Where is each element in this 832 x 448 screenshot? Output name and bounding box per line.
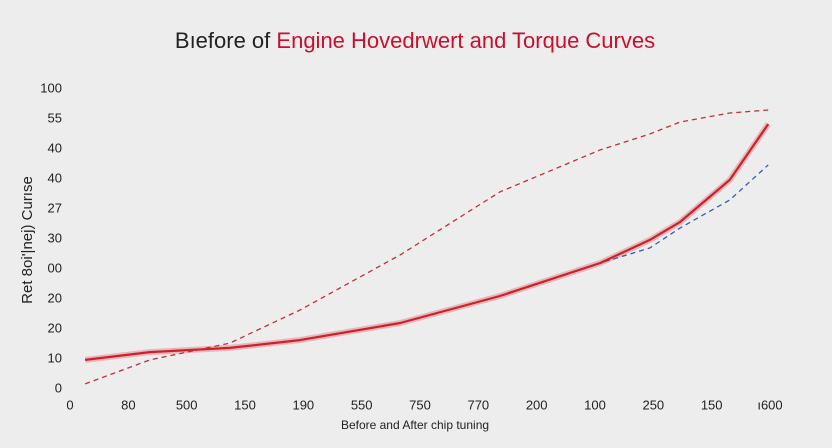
x-tick-label: 750 <box>409 397 431 412</box>
x-tick-label: 150 <box>234 397 256 412</box>
x-tick-label: 0 <box>66 397 73 412</box>
y-tick-label: 100 <box>40 80 62 95</box>
x-tick-label: 80 <box>121 397 135 412</box>
x-tick-label: 200 <box>526 397 548 412</box>
y-tick-label: 20 <box>48 320 62 335</box>
x-tick-label: ı600 <box>757 397 782 412</box>
y-tick-label: 40 <box>48 140 62 155</box>
x-tick-label: 500 <box>176 397 198 412</box>
x-axis-label: Before and After chip tuning <box>341 418 489 432</box>
y-axis-label: Ret 8oi'|nej) Curıse <box>19 176 36 304</box>
y-tick-label: 10 <box>48 350 62 365</box>
x-tick-label: 150 <box>701 397 723 412</box>
chart-title: Bıefore of Engine Hovedrwert and Torque … <box>175 28 655 53</box>
x-tick-label: 100 <box>584 397 606 412</box>
title-part: Bıefore of <box>175 28 271 53</box>
y-tick-label: 27 <box>48 200 62 215</box>
y-tick-label: 0 <box>55 380 62 395</box>
y-tick-label: 40 <box>48 170 62 185</box>
x-tick-label: 770 <box>467 397 489 412</box>
y-tick-label: 20 <box>48 290 62 305</box>
x-tick-label: 190 <box>292 397 314 412</box>
x-tick-label: 250 <box>642 397 664 412</box>
line-series <box>85 123 770 361</box>
line-series <box>84 109 769 385</box>
title-highlight: Engine Hovedrwert and Torque Curves <box>276 28 655 53</box>
y-tick-label: 55 <box>48 110 62 125</box>
x-tick-label: 550 <box>351 397 373 412</box>
y-tick-label: 00 <box>48 260 62 275</box>
y-tick-label: 30 <box>48 230 62 245</box>
